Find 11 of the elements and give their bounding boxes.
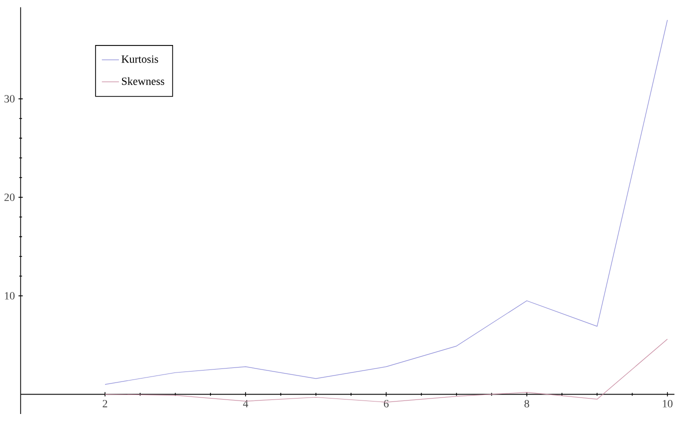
x-tick-label: 10 (662, 400, 672, 408)
legend-label: Skewness (122, 77, 164, 85)
y-tick-label: 20 (4, 194, 15, 202)
x-tick-label: 6 (384, 400, 389, 408)
legend-label: Kurtosis (122, 55, 158, 63)
line-series (104, 20, 668, 385)
x-tick-label: 8 (524, 400, 530, 408)
y-tick-label: 10 (4, 292, 15, 300)
y-tick-label: 30 (4, 95, 15, 103)
x-tick-label: 2 (102, 400, 108, 408)
x-tick-label: 4 (243, 400, 248, 408)
